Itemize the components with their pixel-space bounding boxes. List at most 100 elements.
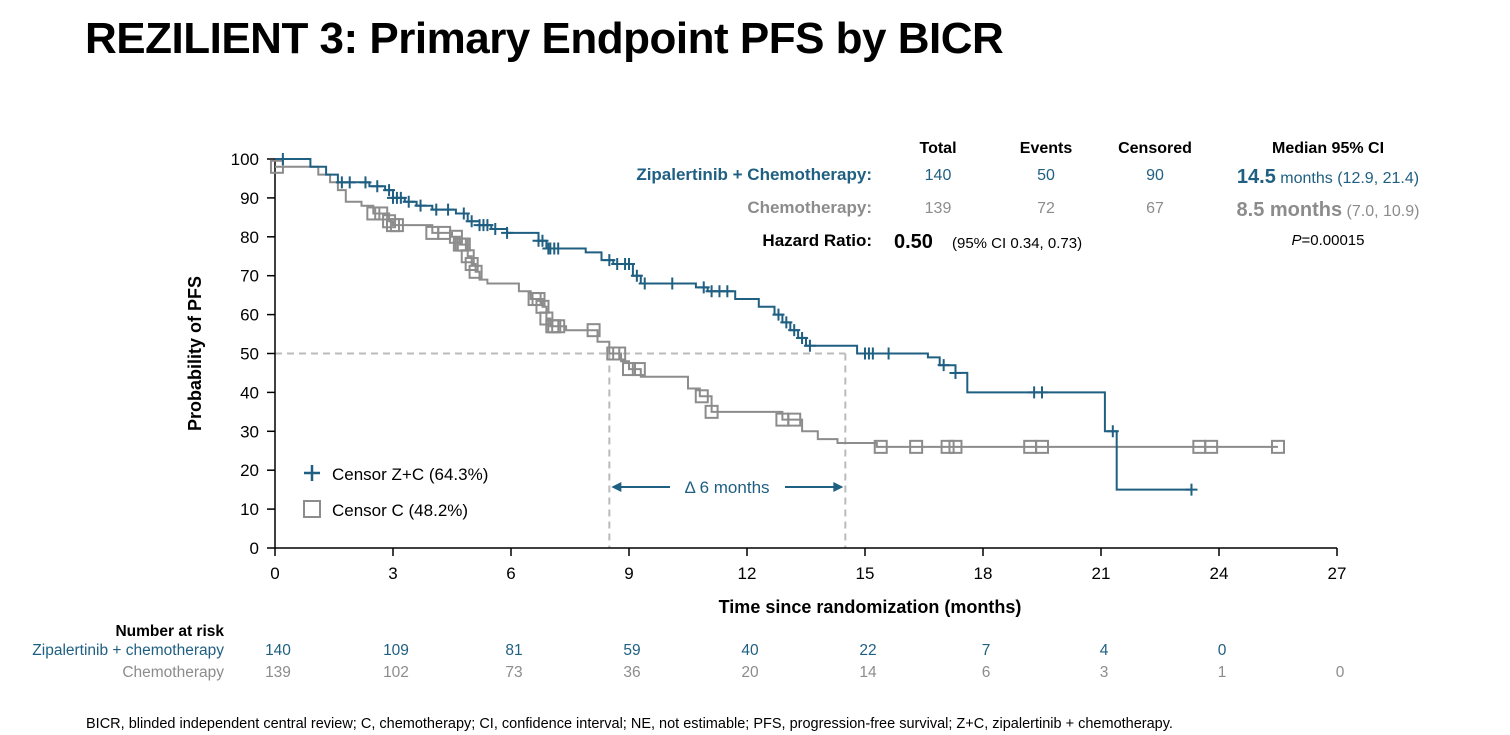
legend: Censor Z+C (64.3%) Censor C (48.2%)	[303, 465, 488, 520]
censor-mark-zc	[796, 331, 809, 344]
y-tick-label: 90	[240, 189, 259, 208]
p-value-symbol: P	[1292, 232, 1302, 249]
censor-mark-c	[1204, 439, 1219, 454]
number-at-risk-table: Number at risk Zipalertinib + chemotherap…	[32, 623, 1344, 681]
censor-mark-zc	[937, 359, 950, 372]
summary-median-c: 8.5 months (7.0, 10.9)	[1237, 199, 1420, 221]
censor-mark-zc	[536, 234, 549, 247]
y-tick-label: 10	[240, 500, 259, 519]
x-tick-label: 24	[1210, 564, 1229, 583]
footnote: BICR, blinded independent central review…	[86, 716, 1173, 732]
censor-mark-zc	[949, 366, 962, 379]
summary-header-total: Total	[919, 140, 956, 157]
censor-mark-zc	[481, 219, 494, 232]
censor-mark-zc	[465, 215, 478, 228]
x-tick-label: 3	[388, 564, 397, 583]
x-tick-label: 9	[624, 564, 633, 583]
p-value-number: =0.00015	[1302, 232, 1365, 249]
series-zipalertinib-chemotherapy	[275, 153, 1198, 496]
delta-annotation: Δ 6 months	[611, 478, 844, 497]
km-curve-c	[275, 165, 1278, 448]
censor-mark-zc	[803, 339, 816, 352]
delta-arrowhead-left	[611, 482, 622, 492]
censor-mark-c	[1271, 439, 1285, 454]
censor-mark-c	[694, 389, 709, 404]
x-tick-label: 6	[506, 564, 515, 583]
x-tick-label: 12	[738, 564, 757, 583]
censor-mark-zc	[866, 347, 879, 360]
y-axis-label: Probability of PFS	[185, 276, 205, 431]
risk-count-zc: 40	[741, 642, 759, 659]
censor-mark-c	[631, 362, 646, 377]
censor-mark-zc	[552, 242, 565, 255]
censor-mark-zc	[1036, 386, 1048, 399]
censor-mark-zc	[697, 281, 710, 294]
summary-header-censored: Censored	[1118, 140, 1192, 157]
risk-count-zc: 22	[859, 642, 876, 659]
risk-row-label-c: Chemotherapy	[122, 664, 224, 681]
censor-mark-c	[269, 159, 284, 174]
summary-total-zc: 140	[925, 167, 952, 184]
hazard-ratio-ci: (95% CI 0.34, 0.73)	[952, 235, 1082, 252]
censor-mark-c	[787, 412, 802, 427]
y-tick-label: 80	[240, 228, 259, 247]
censor-mark-zc	[489, 223, 502, 236]
risk-count-zc: 4	[1100, 642, 1109, 659]
x-tick-label: 0	[270, 564, 279, 583]
risk-count-c: 36	[623, 664, 640, 681]
summary-arm-zc: Zipalertinib + Chemotherapy:	[636, 165, 872, 184]
summary-median-zc: 14.5 months (12.9, 21.4)	[1237, 166, 1419, 188]
censor-mark-c	[382, 214, 397, 229]
median-ci: (12.9, 21.4)	[1333, 170, 1419, 187]
series-chemotherapy	[269, 159, 1285, 454]
y-tick-label: 20	[240, 461, 259, 480]
summary-header-events: Events	[1020, 140, 1073, 157]
censor-mark-c	[1035, 439, 1049, 454]
censor-mark-zc	[603, 254, 616, 267]
y-tick-label: 0	[250, 539, 259, 558]
censor-mark-c	[366, 206, 381, 221]
delta-arrowhead-right	[833, 482, 844, 492]
median-ci: (7.0, 10.9)	[1342, 203, 1419, 220]
risk-count-c: 14	[859, 664, 877, 681]
censor-mark-zc	[383, 184, 396, 197]
legend-label-zc: Censor Z+C (64.3%)	[332, 465, 488, 484]
censor-mark-zc	[501, 226, 514, 239]
x-tick-label: 15	[856, 564, 875, 583]
median-value: 8.5 months	[1237, 199, 1343, 221]
censor-mark-c	[586, 323, 601, 338]
y-tick-label: 50	[240, 345, 259, 364]
censor-mark-zc	[402, 195, 415, 208]
risk-count-zc: 0	[1218, 642, 1227, 659]
risk-row-label-zc: Zipalertinib + chemotherapy	[32, 642, 224, 659]
summary-events-c: 72	[1037, 200, 1055, 217]
censor-mark-c	[704, 404, 719, 419]
legend-marker-c	[303, 500, 321, 518]
y-tick-label: 70	[240, 267, 259, 286]
legend-marker-zc	[304, 465, 320, 481]
median-unit: months	[1276, 170, 1333, 187]
censor-mark-c	[460, 249, 475, 264]
censor-mark-zc	[457, 207, 470, 220]
risk-count-c: 73	[505, 664, 522, 681]
legend-label-c: Censor C (48.2%)	[332, 501, 468, 520]
censor-mark-zc	[430, 203, 443, 216]
risk-count-zc: 59	[623, 642, 640, 659]
median-value: 14.5	[1237, 166, 1276, 188]
risk-count-zc: 7	[982, 642, 991, 659]
x-axis-label: Time since randomization (months)	[719, 597, 1022, 617]
risk-count-c: 0	[1336, 664, 1345, 681]
censor-mark-zc	[882, 347, 895, 360]
risk-count-c: 102	[383, 664, 409, 681]
risk-count-c: 1	[1218, 664, 1227, 681]
x-tick-label: 21	[1092, 564, 1111, 583]
delta-label: Δ 6 months	[684, 478, 769, 497]
summary-censored-c: 67	[1146, 200, 1164, 217]
censor-mark-zc	[442, 203, 455, 216]
censor-mark-zc	[371, 180, 384, 193]
censor-mark-zc	[666, 277, 679, 290]
censor-mark-c	[940, 439, 955, 454]
censor-mark-c	[873, 439, 888, 454]
risk-title: Number at risk	[115, 623, 224, 640]
